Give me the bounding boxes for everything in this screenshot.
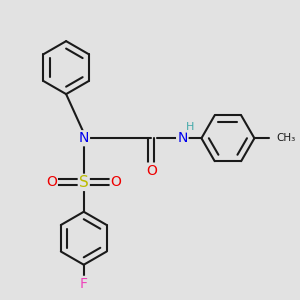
Text: O: O: [111, 176, 122, 189]
Text: O: O: [46, 176, 57, 189]
Text: S: S: [79, 175, 88, 190]
Text: H: H: [185, 122, 194, 132]
Text: N: N: [177, 131, 188, 145]
Text: F: F: [80, 277, 88, 291]
Text: N: N: [79, 131, 89, 145]
Text: CH₃: CH₃: [276, 133, 295, 143]
Text: O: O: [146, 164, 157, 178]
